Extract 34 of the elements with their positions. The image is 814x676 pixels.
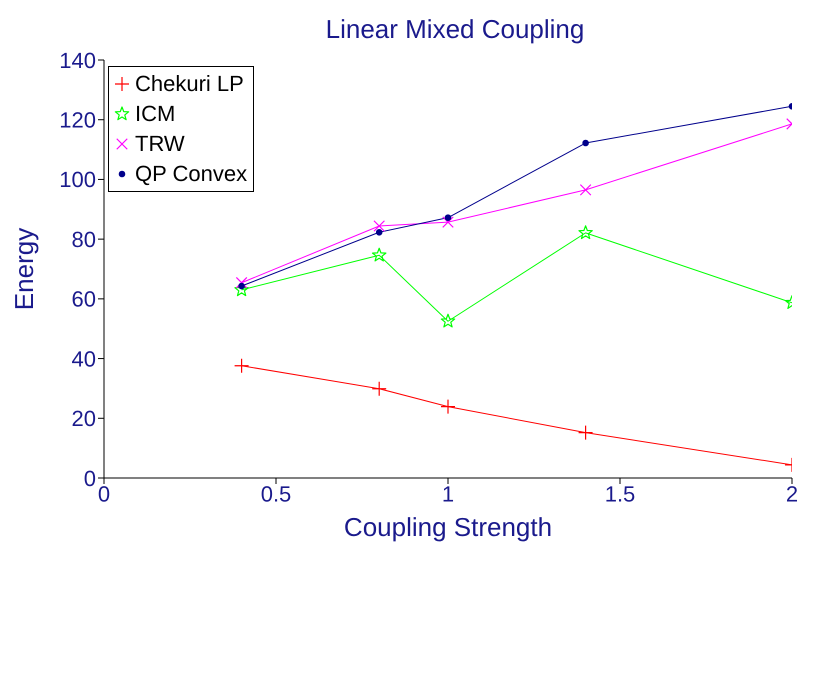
- legend-label: Chekuri LP: [135, 71, 244, 97]
- point: [580, 184, 592, 196]
- point: [582, 140, 589, 146]
- legend-label: TRW: [135, 131, 185, 157]
- y-tick-label: 80: [72, 226, 96, 252]
- y-tick-label: 140: [59, 48, 96, 73]
- point: [440, 314, 456, 328]
- y-tick-label: 0: [84, 466, 96, 491]
- point: [440, 399, 456, 414]
- point: [442, 216, 454, 228]
- x-tick-label: 0.5: [260, 482, 292, 507]
- x-tick-label: 2: [786, 482, 798, 507]
- y-axis-title: Energy: [9, 228, 40, 310]
- x-axis-title: Coupling Strength: [344, 512, 552, 542]
- legend-label: QP Convex: [135, 161, 248, 187]
- point: [578, 425, 594, 440]
- point: [578, 225, 593, 240]
- y-tick-label: 120: [59, 108, 96, 133]
- y-tick-label: 100: [59, 167, 96, 192]
- point: [444, 214, 452, 221]
- y-tick-label: 60: [72, 286, 96, 312]
- point: [376, 228, 382, 236]
- legend-label: ICM: [135, 101, 176, 127]
- point: [238, 282, 245, 290]
- y-tick-label: 40: [72, 346, 96, 372]
- point: [372, 381, 387, 396]
- y-tick-label: 20: [72, 406, 96, 432]
- chart-title: Linear Mixed Coupling: [326, 14, 584, 44]
- point: [372, 248, 386, 262]
- x-tick-label: 1.5: [604, 482, 636, 507]
- point: [373, 220, 386, 232]
- x-tick-label: 1: [442, 482, 454, 507]
- point: [236, 276, 248, 289]
- point: [234, 358, 250, 374]
